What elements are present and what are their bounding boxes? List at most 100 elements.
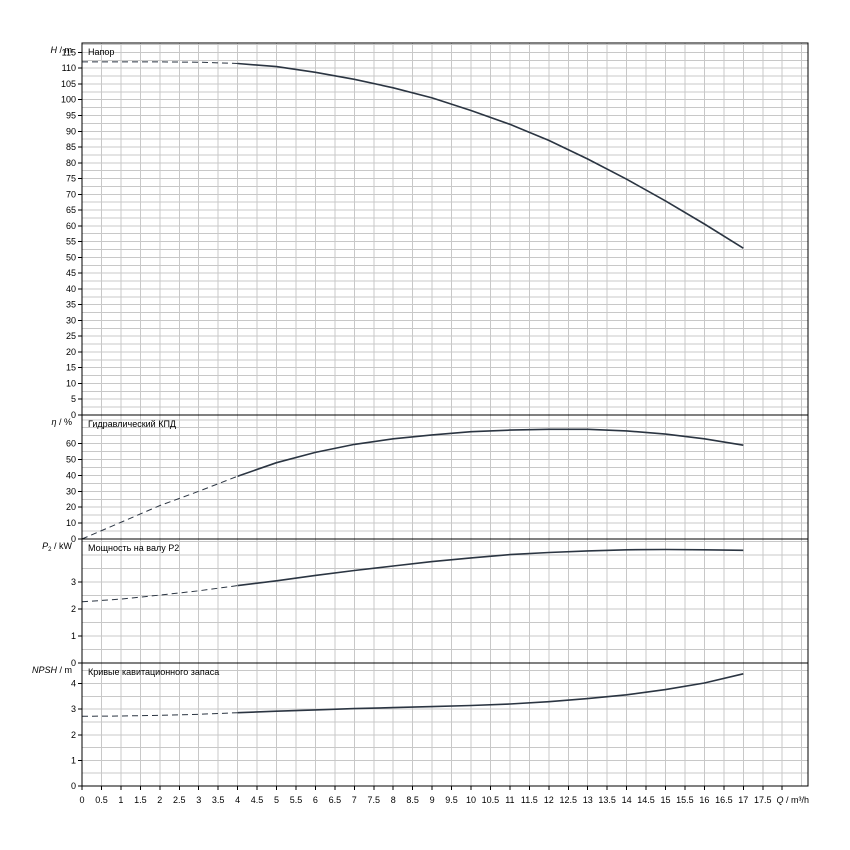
- curve-dashed-head: [82, 61, 238, 64]
- x-tick-label: 0.5: [95, 795, 108, 805]
- y-tick-label-npsh: 0: [71, 781, 76, 791]
- x-axis-separator: /: [783, 795, 791, 805]
- y-tick-label-efficiency: 60: [66, 439, 76, 449]
- x-tick-label: 3.5: [212, 795, 225, 805]
- x-tick-label: 11: [505, 795, 514, 805]
- x-tick-label: 12.5: [559, 795, 577, 805]
- panel-frame-power: [81, 538, 809, 664]
- x-tick-label: 3: [196, 795, 201, 805]
- x-tick-label: 0: [79, 795, 84, 805]
- y-tick-label-head: 50: [66, 252, 76, 262]
- y-tick-label-efficiency: 30: [66, 486, 76, 496]
- panel-title-npsh: Кривые кавитационного запаса: [88, 667, 219, 677]
- x-tick-label: 15.5: [676, 795, 694, 805]
- x-tick-label: 12: [544, 795, 554, 805]
- x-tick-label: 14: [622, 795, 632, 805]
- y-axis-label-head: H / m: [50, 45, 72, 55]
- y-tick-label-head: 30: [66, 315, 76, 325]
- y-tick-label-head: 95: [66, 111, 76, 121]
- panel-title-efficiency: Гидравлический КПД: [88, 419, 176, 429]
- y-tick-label-head: 105: [61, 79, 76, 89]
- y-tick-label-head: 70: [66, 189, 76, 199]
- y-tick-label-efficiency: 10: [66, 518, 76, 528]
- y-tick-label-npsh: 2: [71, 730, 76, 740]
- x-tick-label: 1: [118, 795, 123, 805]
- y-tick-label-power: 1: [71, 631, 76, 641]
- y-tick-label-efficiency: 0: [71, 534, 76, 544]
- y-axis-symbol-efficiency: η: [51, 417, 56, 427]
- x-tick-label: 7: [352, 795, 357, 805]
- y-tick-label-head: 90: [66, 126, 76, 136]
- curve-solid-power: [237, 548, 744, 587]
- x-tick-label: 2: [157, 795, 162, 805]
- y-tick-label-efficiency: 40: [66, 470, 76, 480]
- y-tick-label-power: 2: [71, 604, 76, 614]
- curve-dashed-efficiency: [81, 475, 238, 540]
- y-axis-unit-efficiency: %: [64, 417, 72, 427]
- y-axis-unit-head: m: [65, 45, 73, 55]
- x-tick-label: 15: [660, 795, 670, 805]
- y-axis-symbol-power: P: [42, 541, 48, 551]
- y-tick-label-head: 55: [66, 237, 76, 247]
- y-tick-label-head: 75: [66, 174, 76, 184]
- y-axis-symbol-sub-power: 2: [48, 547, 52, 553]
- x-tick-label: 6: [313, 795, 318, 805]
- y-axis-label-power: P2 / kW: [42, 541, 72, 553]
- x-tick-label: 11.5: [521, 795, 538, 805]
- x-tick-label: 13: [583, 795, 593, 805]
- y-tick-label-head: 5: [71, 394, 76, 404]
- x-tick-label: 13.5: [598, 795, 616, 805]
- panel-frame-npsh: [81, 662, 809, 787]
- y-axis-label-npsh: NPSH / m: [32, 665, 72, 675]
- y-tick-label-head: 15: [66, 363, 76, 373]
- y-tick-label-power: 3: [71, 577, 76, 587]
- x-tick-label: 17: [738, 795, 748, 805]
- panel-title-head: Напор: [88, 47, 114, 57]
- grid-layer: [82, 43, 808, 786]
- x-tick-label: 5.5: [290, 795, 303, 805]
- curve-dashed-npsh: [81, 712, 238, 717]
- y-axis-separator-power: /: [51, 541, 59, 551]
- x-tick-label: 10.5: [482, 795, 500, 805]
- panel-frame-head: [81, 42, 809, 416]
- x-tick-label: 5: [274, 795, 279, 805]
- curve-solid-efficiency: [237, 428, 744, 477]
- curve-solid-head: [237, 62, 744, 249]
- y-tick-label-head: 85: [66, 142, 76, 152]
- y-tick-label-efficiency: 50: [66, 455, 76, 465]
- y-axis-separator-head: /: [57, 45, 65, 55]
- curve-dashed-power: [81, 585, 238, 603]
- y-tick-label-head: 40: [66, 284, 76, 294]
- y-axis-symbol-npsh: NPSH: [32, 665, 58, 675]
- y-tick-label-head: 0: [71, 410, 76, 420]
- y-tick-label-head: 10: [66, 378, 76, 388]
- y-tick-label-head: 65: [66, 205, 76, 215]
- x-tick-label: 8: [391, 795, 396, 805]
- x-tick-label: 9: [430, 795, 435, 805]
- y-axis-label-efficiency: η / %: [51, 417, 72, 427]
- y-tick-label-npsh: 3: [71, 704, 76, 714]
- y-tick-label-head: 100: [61, 95, 76, 105]
- y-tick-label-npsh: 1: [71, 755, 76, 765]
- y-tick-label-efficiency: 20: [66, 502, 76, 512]
- x-tick-label: 14.5: [637, 795, 655, 805]
- y-tick-label-head: 45: [66, 268, 76, 278]
- text-layer: 0510152025303540455055606570758085909510…: [32, 45, 809, 805]
- x-axis-label: Q / m³/h: [776, 795, 809, 805]
- x-axis-unit: m³/h: [791, 795, 809, 805]
- y-tick-label-power: 0: [71, 658, 76, 668]
- x-tick-label: 16: [699, 795, 709, 805]
- y-axis-unit-npsh: m: [65, 665, 73, 675]
- x-tick-label: 6.5: [329, 795, 342, 805]
- x-tick-label: 10: [466, 795, 476, 805]
- x-tick-label: 1.5: [134, 795, 147, 805]
- y-tick-label-head: 25: [66, 331, 76, 341]
- y-axis-separator-efficiency: /: [56, 417, 64, 427]
- y-tick-label-head: 20: [66, 347, 76, 357]
- x-tick-label: 8.5: [406, 795, 419, 805]
- x-tick-label: 2.5: [173, 795, 186, 805]
- y-tick-label-head: 35: [66, 300, 76, 310]
- y-axis-unit-power: kW: [59, 541, 73, 551]
- x-tick-label: 4.5: [251, 795, 264, 805]
